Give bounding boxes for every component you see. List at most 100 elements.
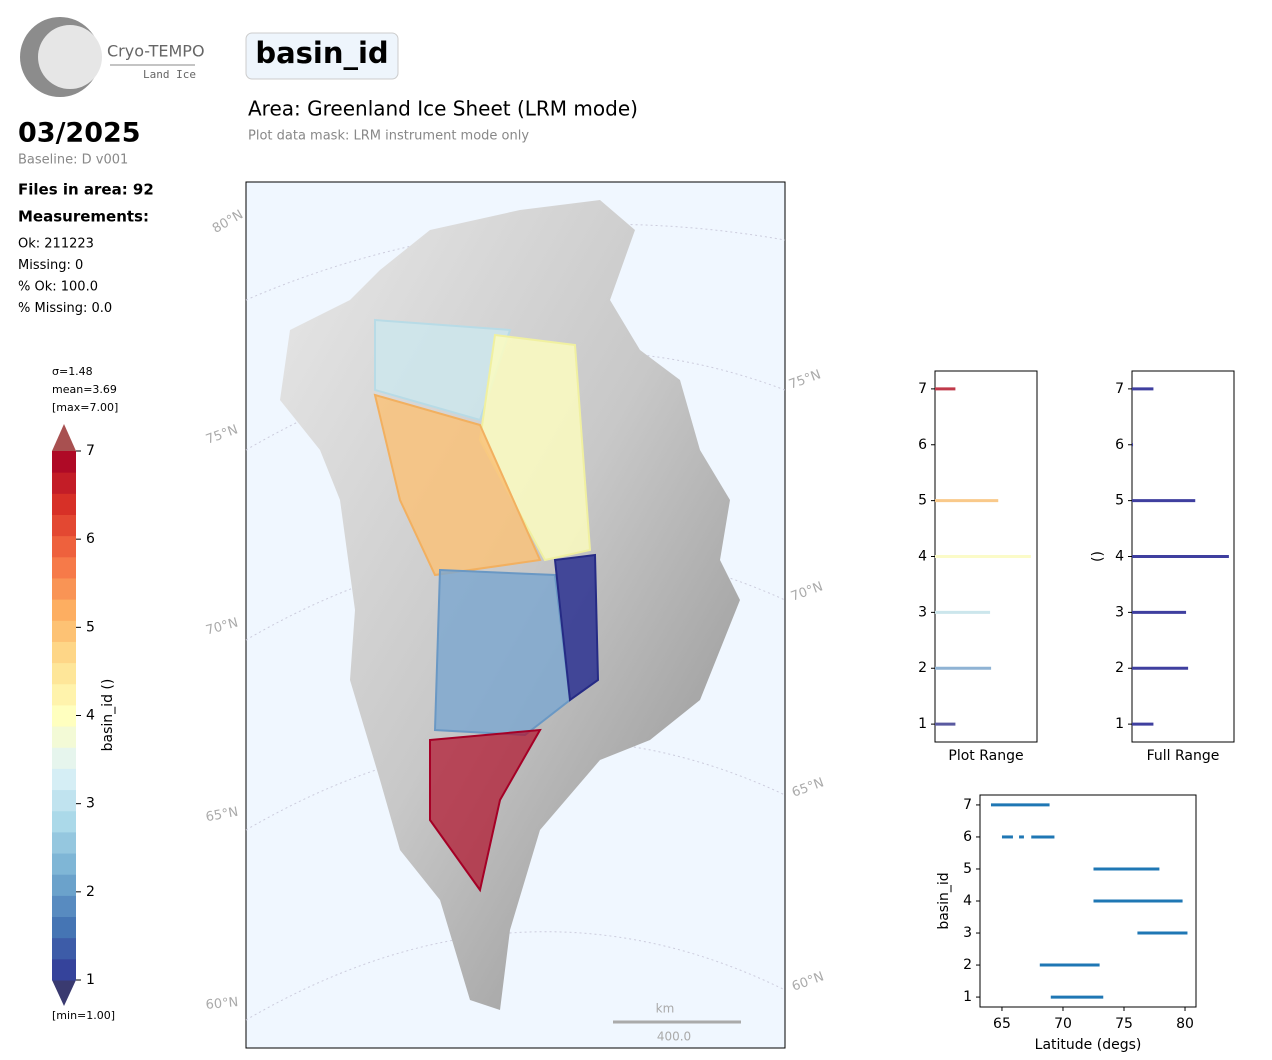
x-axis-label: Latitude (degs)	[1035, 1037, 1142, 1053]
cb-band	[52, 747, 76, 769]
cb-band	[52, 895, 76, 918]
y-axis-label: basin_id	[936, 872, 952, 929]
cb-tick-label: 2	[86, 884, 95, 900]
mask: Plot data mask: LRM instrument mode only	[248, 129, 529, 144]
cb-extend-bottom	[52, 980, 76, 1006]
cb-band	[52, 535, 76, 558]
scale-unit: km	[656, 1002, 675, 1016]
lat-label: 70°N	[789, 579, 825, 604]
cb-band	[52, 704, 76, 727]
cb-tick-label: 1	[86, 972, 95, 988]
cb-extend-top	[52, 424, 76, 451]
cb-tick-label: 6	[86, 531, 95, 547]
y-tick-label: 7	[963, 797, 972, 813]
x-axis-label: Full Range	[1147, 748, 1220, 764]
logo-sub: Land Ice	[143, 68, 196, 81]
y-tick-label: 6	[963, 829, 972, 845]
cb-band	[52, 599, 76, 621]
bar	[1132, 610, 1187, 614]
cb-band	[52, 620, 76, 642]
date: 03/2025	[18, 118, 141, 149]
cb-max: [max=7.00]	[52, 401, 118, 414]
y-tick-label: 1	[918, 716, 927, 732]
cb-band	[52, 556, 76, 579]
cb-band	[52, 726, 76, 748]
bar	[935, 722, 956, 726]
y-tick-label: 4	[963, 893, 972, 909]
baseline: Baseline: D v001	[18, 153, 128, 168]
track-basin	[553, 553, 600, 702]
bar	[935, 610, 991, 614]
bar	[1132, 555, 1229, 558]
track-basin	[374, 318, 512, 422]
logo-globe	[38, 25, 102, 89]
bar	[1132, 722, 1154, 726]
cb-sigma: σ=1.48	[52, 365, 93, 378]
cb-band	[52, 662, 76, 685]
track-basin	[433, 568, 572, 737]
y-tick-label: 4	[1115, 549, 1124, 565]
stat: % Missing: 0.0	[18, 301, 112, 316]
measurements: Measurements:	[18, 208, 149, 226]
cb-band	[52, 493, 76, 515]
y-tick-label: 7	[1115, 381, 1124, 397]
scale-value: 400.0	[657, 1030, 691, 1044]
lat-label: 75°N	[204, 422, 240, 447]
x-tick-label: 75	[1115, 1016, 1133, 1032]
graticule-line	[245, 548, 786, 641]
bar	[1132, 499, 1196, 503]
x-axis-label: Plot Range	[948, 748, 1023, 764]
y-tick-label: 1	[963, 989, 972, 1005]
y-tick-label: 3	[1115, 604, 1124, 620]
stat: Ok: 211223	[18, 237, 94, 252]
y-tick-label: 6	[918, 437, 927, 453]
y-tick-label: 1	[1115, 716, 1124, 732]
cb-band	[52, 683, 76, 706]
title-box	[245, 32, 399, 80]
cb-tick-label: 7	[86, 443, 95, 459]
lat-label: 60°N	[205, 995, 239, 1013]
y-tick-label: 5	[1115, 493, 1124, 509]
y-tick-label: 4	[918, 549, 927, 565]
lat-label: 75°N	[787, 367, 823, 392]
x-tick-label: 70	[1054, 1016, 1072, 1032]
track-basin	[429, 728, 542, 893]
y-tick-label: 5	[918, 493, 927, 509]
bar	[1132, 443, 1134, 447]
bar	[935, 499, 999, 503]
bar	[935, 555, 1031, 558]
lat-label: 65°N	[205, 805, 240, 825]
cb-band	[52, 831, 76, 854]
track-basin	[373, 393, 542, 577]
graticule-line	[245, 739, 786, 831]
y-tick-label: 2	[1115, 660, 1124, 676]
cb-min: [min=1.00]	[52, 1009, 115, 1022]
track-basin	[478, 333, 592, 562]
x-tick-label: 65	[993, 1016, 1011, 1032]
bar	[935, 666, 992, 670]
cb-band	[52, 810, 76, 833]
y-axis-label: ()	[1090, 551, 1106, 562]
bar	[935, 387, 956, 391]
cb-band	[52, 768, 76, 791]
y-tick-label: 6	[1115, 437, 1124, 453]
y-tick-label: 5	[963, 861, 972, 877]
stat: Missing: 0	[18, 258, 83, 273]
cb-band	[52, 451, 76, 473]
cb-band	[52, 916, 76, 939]
cb-band	[52, 472, 76, 494]
cb-tick-label: 4	[86, 708, 95, 724]
y-tick-label: 3	[918, 604, 927, 620]
bar	[1132, 387, 1154, 391]
files: Files in area: 92	[18, 181, 154, 199]
cb-band	[52, 514, 76, 537]
cb-band	[52, 958, 76, 981]
y-tick-label: 2	[918, 660, 927, 676]
y-tick-label: 2	[963, 957, 972, 973]
cb-tick-label: 5	[86, 619, 95, 635]
area: Area: Greenland Ice Sheet (LRM mode)	[248, 97, 638, 121]
cb-band	[52, 853, 76, 875]
lat-label: 70°N	[204, 616, 240, 639]
